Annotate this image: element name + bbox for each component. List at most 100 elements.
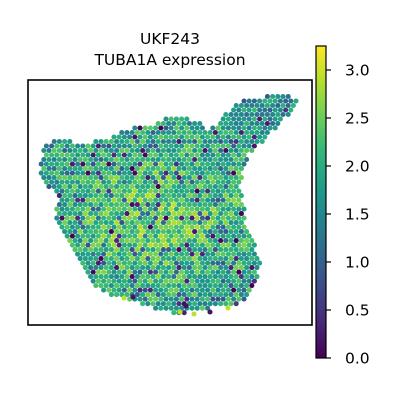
spot-point — [249, 256, 255, 262]
spot-point — [194, 134, 200, 140]
spot-point — [166, 147, 172, 154]
spot-point — [82, 193, 88, 199]
spot-point — [241, 206, 247, 212]
spot-point — [246, 269, 252, 275]
spot-point — [101, 179, 107, 185]
spot-point — [176, 166, 182, 172]
spot-point — [272, 116, 278, 122]
spot-point — [251, 116, 257, 122]
spot-point — [111, 134, 117, 140]
spot-point — [111, 143, 117, 149]
spot-point — [49, 143, 55, 149]
spot-point — [72, 156, 78, 163]
spot-point — [129, 211, 135, 217]
spot-point — [54, 170, 60, 176]
spot-point — [228, 229, 234, 235]
spot-point — [140, 238, 146, 244]
spot-point — [80, 179, 86, 185]
spot-point — [160, 156, 166, 163]
spot-point — [88, 202, 94, 208]
spot-point — [270, 102, 276, 109]
spot-point — [249, 247, 255, 253]
spot-point — [246, 98, 252, 104]
spot-point — [186, 229, 192, 235]
spot-point — [153, 296, 159, 302]
spot-point — [223, 147, 229, 154]
spot-point — [153, 233, 159, 239]
spot-point — [202, 238, 208, 244]
spot-point — [93, 156, 99, 163]
spot-point — [259, 111, 265, 118]
spot-point — [129, 184, 135, 190]
spot-point — [246, 260, 252, 266]
spot-point — [184, 233, 190, 239]
spot-point — [225, 152, 231, 158]
spot-point — [67, 238, 73, 244]
spot-point — [236, 152, 242, 158]
spot-point — [210, 206, 216, 212]
spot-point — [147, 143, 153, 149]
spot-point — [264, 129, 270, 136]
spot-point — [181, 193, 187, 199]
spot-point — [288, 98, 294, 104]
spot-point — [43, 179, 49, 185]
spot-point — [56, 147, 62, 154]
spot-point — [147, 188, 153, 194]
spot-point — [166, 138, 172, 145]
spot-point — [150, 229, 156, 235]
spot-point — [171, 166, 177, 172]
spot-point — [51, 156, 57, 163]
spot-point — [163, 287, 169, 293]
spot-point — [132, 161, 138, 167]
spot-point — [194, 161, 200, 167]
spot-point — [106, 170, 112, 176]
spot-point — [168, 179, 174, 185]
spot-point — [233, 256, 239, 262]
spot-point — [116, 215, 122, 221]
spot-point — [241, 134, 247, 140]
spot-point — [236, 278, 242, 284]
spot-point — [194, 197, 200, 203]
spot-point — [189, 215, 195, 221]
spot-point — [241, 215, 247, 221]
spot-point — [233, 247, 239, 253]
spot-point — [132, 260, 138, 266]
spot-point — [236, 161, 242, 167]
spot-point — [199, 170, 205, 176]
spot-point — [176, 193, 182, 199]
spot-point — [288, 107, 294, 113]
spot-point — [197, 247, 203, 253]
spot-point — [179, 278, 185, 284]
spot-point — [192, 229, 198, 235]
spot-point — [93, 274, 99, 280]
spot-point — [150, 129, 156, 136]
spot-point — [199, 233, 205, 239]
spot-point — [54, 215, 60, 221]
spot-point — [218, 283, 224, 289]
spot-point — [228, 256, 234, 262]
spot-point — [233, 156, 239, 163]
spot-point — [111, 197, 117, 203]
spot-point — [121, 134, 127, 140]
spot-point — [168, 116, 174, 122]
spot-point — [212, 129, 218, 136]
spot-point — [199, 305, 205, 311]
spot-point — [88, 156, 94, 163]
spot-point — [173, 179, 179, 185]
spot-point — [241, 233, 247, 239]
spot-point — [220, 260, 226, 266]
spot-point — [93, 211, 99, 217]
spot-point — [168, 287, 174, 293]
spot-point — [186, 175, 192, 181]
spot-point — [197, 256, 203, 262]
spot-point — [98, 166, 104, 172]
spot-point — [90, 179, 96, 185]
spot-point — [166, 193, 172, 199]
spot-point — [95, 278, 101, 284]
spot-point — [223, 265, 229, 271]
spot-point — [140, 129, 146, 136]
spot-point — [80, 197, 86, 203]
spot-point — [171, 274, 177, 280]
spot-point — [233, 193, 239, 199]
spot-point — [145, 166, 151, 172]
